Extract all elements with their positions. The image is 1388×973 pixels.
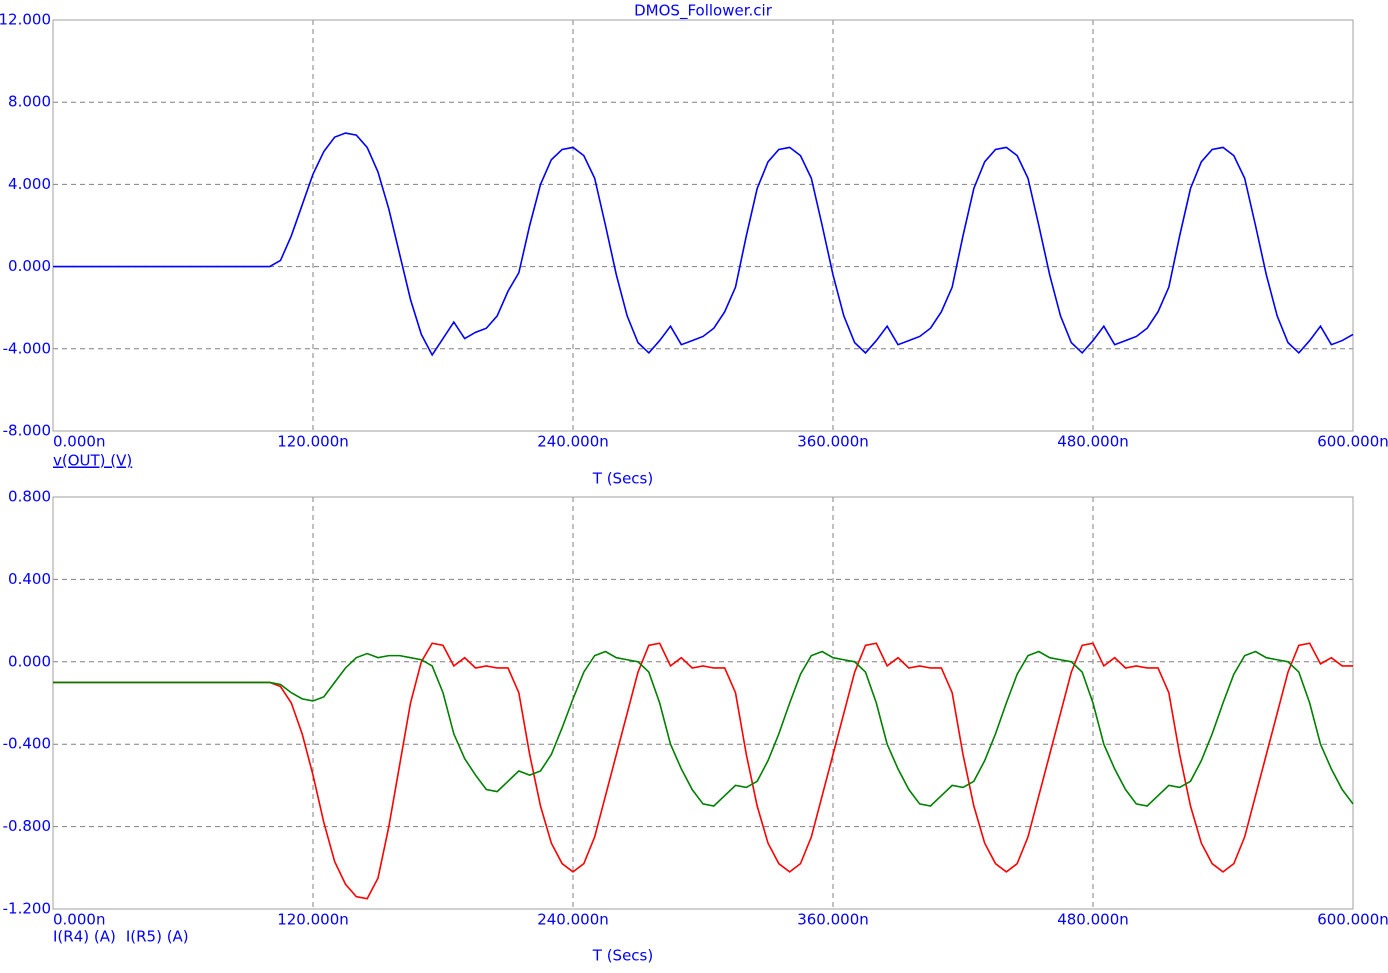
y-tick-label: 0.000: [8, 257, 51, 275]
series-line: [53, 650, 1354, 807]
x-tick-label: 120.000n: [277, 433, 349, 451]
y-tick-label: -1.200: [3, 900, 51, 918]
x-axis-label: T (Secs): [592, 470, 653, 488]
x-tick-label: 480.000n: [1057, 433, 1129, 451]
y-tick-label: -4.000: [3, 339, 51, 357]
y-tick-label: 0.000: [8, 652, 51, 670]
x-tick-label: 120.000n: [277, 911, 349, 929]
x-tick-label: 360.000n: [797, 433, 869, 451]
x-tick-label: 0.000n: [53, 911, 105, 929]
y-tick-label: -8.000: [3, 422, 51, 440]
legend-entry: I(R5) (A): [126, 928, 189, 946]
x-tick-label: 360.000n: [797, 911, 869, 929]
legend-entry: v(OUT) (V): [53, 452, 132, 470]
y-tick-label: 12.000: [0, 11, 51, 29]
y-tick-label: 8.000: [8, 93, 51, 111]
x-tick-label: 240.000n: [537, 433, 609, 451]
y-tick-label: 4.000: [8, 175, 51, 193]
y-tick-label: 0.400: [8, 570, 51, 588]
y-tick-label: -0.800: [3, 817, 51, 835]
plot-frame: [52, 19, 1354, 432]
x-axis-label: T (Secs): [592, 947, 653, 965]
x-tick-label: 600.000n: [1317, 911, 1388, 929]
x-tick-label: 0.000n: [53, 433, 105, 451]
legend-entry: I(R4) (A): [53, 928, 116, 946]
x-tick-label: 600.000n: [1317, 433, 1388, 451]
y-tick-label: 0.800: [8, 488, 51, 506]
series-line: [53, 132, 1354, 357]
x-tick-label: 240.000n: [537, 911, 609, 929]
x-tick-label: 480.000n: [1057, 911, 1129, 929]
y-tick-label: -0.400: [3, 735, 51, 753]
plot-frame: [52, 496, 1354, 910]
chart-title: DMOS_Follower.cir: [634, 2, 773, 21]
